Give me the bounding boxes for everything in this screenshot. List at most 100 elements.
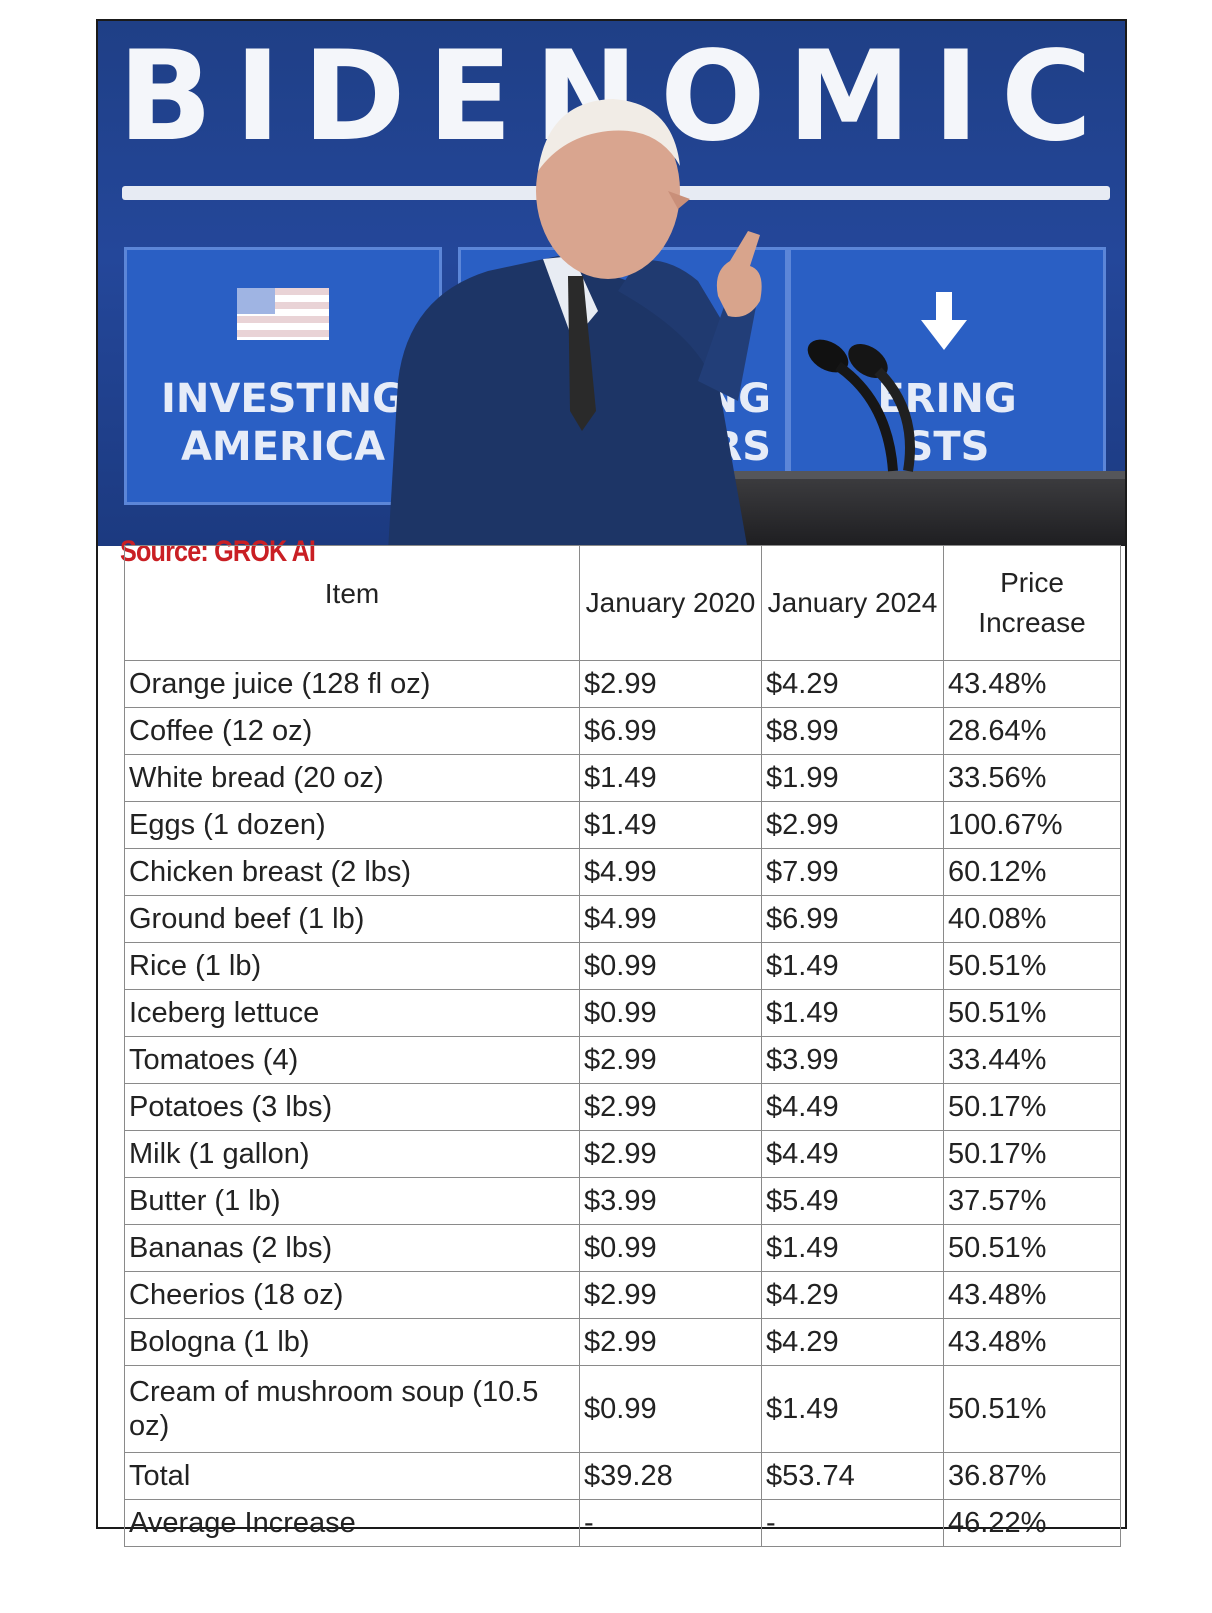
- item-cell: Bologna (1 lb): [124, 1318, 580, 1366]
- increase-cell: 40.08%: [943, 895, 1121, 943]
- header-photo: BIDENOMICS INVESTING AMERICA RING RS ERI…: [98, 21, 1125, 546]
- table-row: White bread (20 oz) $1.49 $1.99 33.56%: [124, 754, 1121, 802]
- table-row: Cheerios (18 oz) $2.99 $4.29 43.48%: [124, 1271, 1121, 1319]
- column-header-jan-2020: January 2020: [579, 545, 762, 661]
- increase-cell: 50.51%: [943, 1224, 1121, 1272]
- table-row-average: Average Increase - -46.22%: [124, 1499, 1121, 1547]
- increase-cell: 43.48%: [943, 660, 1121, 708]
- price-2024-cell: $1.49: [761, 942, 944, 990]
- increase-cell: 33.44%: [943, 1036, 1121, 1084]
- increase-cell: 28.64%: [943, 707, 1121, 755]
- increase-cell: 43.48%: [943, 1318, 1121, 1366]
- price-2020-cell: $2.99: [579, 660, 762, 708]
- panel-text: INVESTING AMERICA: [161, 376, 405, 470]
- price-2024-cell: $1.49: [761, 1365, 944, 1453]
- table-row: Orange juice (128 fl oz) $2.99 $4.29 43.48%: [124, 660, 1121, 708]
- price-2020-cell: $2.99: [579, 1271, 762, 1319]
- price-2020-cell: $2.99: [579, 1130, 762, 1178]
- table-header-row: Item January 2020 January 2024 Price Inc…: [124, 545, 1121, 661]
- price-table: Item January 2020 January 2024 Price Inc…: [124, 545, 1121, 1547]
- price-2020-cell: $1.49: [579, 801, 762, 849]
- increase-cell: 50.17%: [943, 1083, 1121, 1131]
- table-row: Butter (1 lb) $3.99 $5.49 37.57%: [124, 1177, 1121, 1225]
- price-2020-cell: $0.99: [579, 989, 762, 1037]
- item-cell: Iceberg lettuce: [124, 989, 580, 1037]
- price-2020-cell: $1.49: [579, 754, 762, 802]
- table-row: Cream of mushroom soup (10.5 oz) $0.99 $1.…: [124, 1365, 1121, 1453]
- table-row: Iceberg lettuce $0.99 $1.49 50.51%: [124, 989, 1121, 1037]
- item-cell: Average Increase: [124, 1499, 580, 1547]
- price-2020-cell: $39.28: [579, 1452, 762, 1500]
- price-2020-cell: $2.99: [579, 1083, 762, 1131]
- price-2024-cell: $53.74: [761, 1452, 944, 1500]
- price-2024-cell: $5.49: [761, 1177, 944, 1225]
- price-2024-cell: $4.49: [761, 1083, 944, 1131]
- down-arrow-icon: [921, 292, 967, 350]
- price-2024-cell: $1.99: [761, 754, 944, 802]
- price-2020-cell: $0.99: [579, 1365, 762, 1453]
- price-2024-cell: $3.99: [761, 1036, 944, 1084]
- table-row: Tomatoes (4) $2.99 $3.99 33.44%: [124, 1036, 1121, 1084]
- price-2024-cell: $8.99: [761, 707, 944, 755]
- us-flag-icon: [237, 288, 329, 340]
- column-header-price-increase: Price Increase: [943, 545, 1121, 661]
- column-header-jan-2024: January 2024: [761, 545, 944, 661]
- price-2020-cell: -: [579, 1499, 762, 1547]
- increase-cell: 60.12%: [943, 848, 1121, 896]
- price-2020-cell: $3.99: [579, 1177, 762, 1225]
- item-cell: Rice (1 lb): [124, 942, 580, 990]
- increase-cell: 43.48%: [943, 1271, 1121, 1319]
- column-header-item: Item: [124, 545, 580, 661]
- table-row: Ground beef (1 lb) $4.99 $6.99 40.08%: [124, 895, 1121, 943]
- price-2024-cell: $4.29: [761, 1318, 944, 1366]
- item-cell: Total: [124, 1452, 580, 1500]
- item-cell: Eggs (1 dozen): [124, 801, 580, 849]
- item-cell: Potatoes (3 lbs): [124, 1083, 580, 1131]
- item-cell: Milk (1 gallon): [124, 1130, 580, 1178]
- price-2024-cell: $6.99: [761, 895, 944, 943]
- price-2024-cell: $1.49: [761, 1224, 944, 1272]
- price-2024-cell: $7.99: [761, 848, 944, 896]
- increase-cell: 37.57%: [943, 1177, 1121, 1225]
- table-row: Chicken breast (2 lbs) $4.99 $7.99 60.12%: [124, 848, 1121, 896]
- price-2024-cell: $4.49: [761, 1130, 944, 1178]
- table-row: Rice (1 lb) $0.99 $1.49 50.51%: [124, 942, 1121, 990]
- item-cell: White bread (20 oz): [124, 754, 580, 802]
- table-row: Coffee (12 oz) $6.99 $8.99 28.64%: [124, 707, 1121, 755]
- backdrop-panel-investing: INVESTING AMERICA: [124, 247, 442, 505]
- table-row: Bologna (1 lb) $2.99 $4.29 43.48%: [124, 1318, 1121, 1366]
- table-row: Potatoes (3 lbs) $2.99 $4.49 50.17%: [124, 1083, 1121, 1131]
- price-2020-cell: $0.99: [579, 1224, 762, 1272]
- increase-cell: 50.17%: [943, 1130, 1121, 1178]
- microphone-icon: [807, 339, 915, 472]
- price-2024-cell: $2.99: [761, 801, 944, 849]
- infographic: BIDENOMICS INVESTING AMERICA RING RS ERI…: [96, 19, 1127, 1547]
- item-cell: Bananas (2 lbs): [124, 1224, 580, 1272]
- item-cell: Cheerios (18 oz): [124, 1271, 580, 1319]
- increase-cell: 33.56%: [943, 754, 1121, 802]
- table-row-total: Total $39.28 $53.74 36.87%: [124, 1452, 1121, 1500]
- table-row: Bananas (2 lbs) $0.99 $1.49 50.51%: [124, 1224, 1121, 1272]
- price-2024-cell: $1.49: [761, 989, 944, 1037]
- increase-cell: 50.51%: [943, 1365, 1121, 1453]
- price-2020-cell: $6.99: [579, 707, 762, 755]
- increase-cell: 36.87%: [943, 1452, 1121, 1500]
- item-cell: Chicken breast (2 lbs): [124, 848, 580, 896]
- price-2020-cell: $4.99: [579, 848, 762, 896]
- item-cell: Butter (1 lb): [124, 1177, 580, 1225]
- price-2020-cell: $2.99: [579, 1318, 762, 1366]
- item-cell: Ground beef (1 lb): [124, 895, 580, 943]
- price-2024-cell: $4.29: [761, 660, 944, 708]
- item-cell: Orange juice (128 fl oz): [124, 660, 580, 708]
- increase-cell: 50.51%: [943, 942, 1121, 990]
- item-cell: Tomatoes (4): [124, 1036, 580, 1084]
- price-2020-cell: $0.99: [579, 942, 762, 990]
- increase-cell: 50.51%: [943, 989, 1121, 1037]
- item-cell: Coffee (12 oz): [124, 707, 580, 755]
- table-row: Eggs (1 dozen) $1.49 $2.99 100.67%: [124, 801, 1121, 849]
- price-2024-cell: -: [761, 1499, 944, 1547]
- price-2020-cell: $4.99: [579, 895, 762, 943]
- price-2020-cell: $2.99: [579, 1036, 762, 1084]
- speaker-figure: [388, 99, 762, 546]
- table-row: Milk (1 gallon) $2.99 $4.49 50.17%: [124, 1130, 1121, 1178]
